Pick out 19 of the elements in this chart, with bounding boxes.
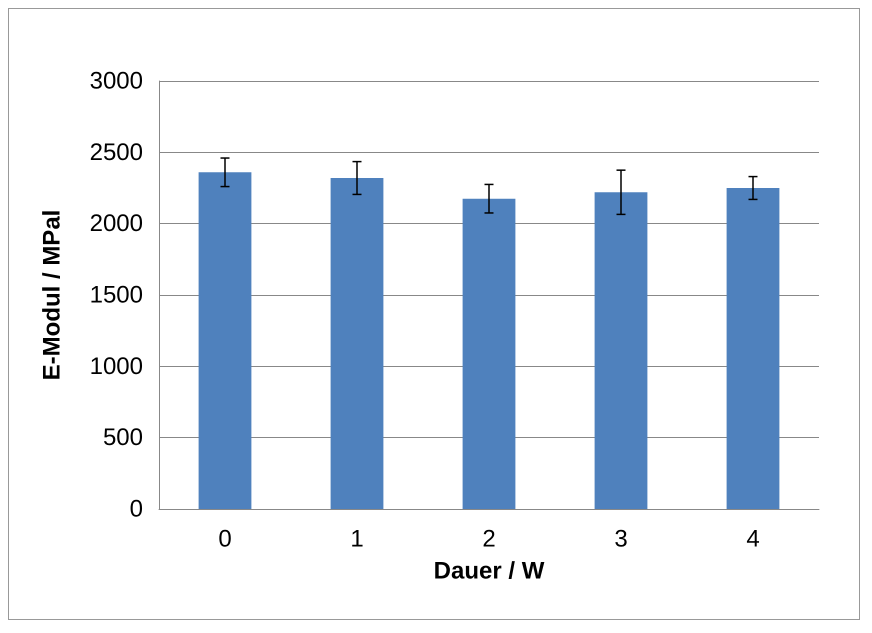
y-tick-label: 1000 bbox=[90, 352, 143, 380]
y-axis-title: E-Modul / MPal bbox=[38, 210, 66, 380]
y-tick-label: 2000 bbox=[90, 210, 143, 238]
bar bbox=[726, 188, 780, 509]
y-tick-label: 3000 bbox=[90, 68, 143, 94]
bar bbox=[330, 178, 384, 509]
x-tick-label: 4 bbox=[746, 526, 760, 552]
x-axis-title: Dauer / W bbox=[434, 558, 545, 584]
y-tick-label: 1500 bbox=[90, 282, 143, 308]
bar bbox=[198, 172, 252, 509]
y-tick-label: 0 bbox=[130, 496, 143, 522]
y-tick-label: 500 bbox=[102, 424, 143, 452]
x-tick-label: 3 bbox=[614, 526, 628, 552]
y-tick-label: 2500 bbox=[90, 138, 143, 166]
x-tick-label: 1 bbox=[350, 526, 364, 552]
bar bbox=[462, 198, 516, 509]
x-tick-label: 2 bbox=[482, 526, 496, 552]
x-tick-label: 0 bbox=[218, 526, 232, 552]
bar bbox=[594, 192, 648, 509]
